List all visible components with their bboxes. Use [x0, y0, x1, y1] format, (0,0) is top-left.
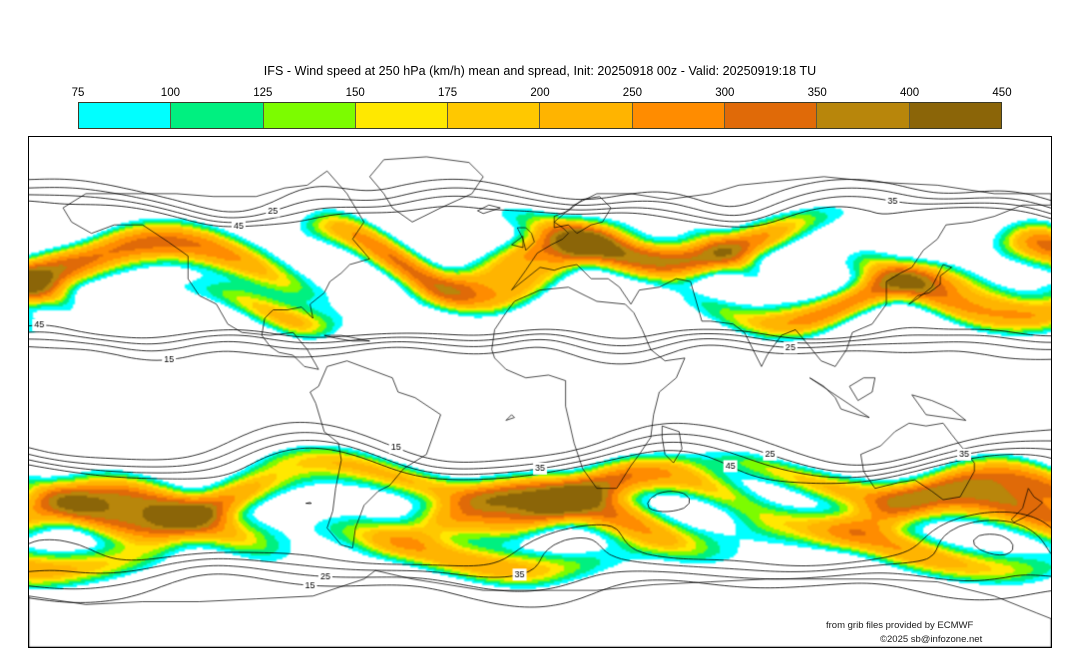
- colorbar-tick-125: 125: [253, 87, 273, 99]
- colorbar-tick-175: 175: [438, 87, 458, 99]
- colorbar-tick-400: 400: [900, 87, 920, 99]
- colorbar-tick-150: 150: [345, 87, 365, 99]
- colorbar-tick-300: 300: [715, 87, 735, 99]
- colorbar-segment-200-250: [540, 103, 633, 128]
- colorbar-tick-250: 250: [622, 87, 642, 99]
- wind-speed-map[interactable]: [29, 137, 1051, 647]
- colorbar-segment-75-100: [79, 103, 172, 128]
- page-title: IFS - Wind speed at 250 hPa (km/h) mean …: [263, 64, 817, 78]
- colorbar-segment-250-300: [632, 103, 726, 128]
- colorbar-tick-350: 350: [807, 87, 827, 99]
- colorbar-gradient: [78, 102, 1002, 129]
- colorbar-segment-175-200: [448, 103, 541, 128]
- colorbar-tick-450: 450: [992, 87, 1012, 99]
- colorbar-segment-300-350: [725, 103, 818, 128]
- colorbar-segment-350-400: [817, 103, 910, 128]
- map-frame[interactable]: [28, 136, 1052, 648]
- colorbar-tick-100: 100: [160, 87, 180, 99]
- colorbar-segment-150-175: [355, 103, 449, 128]
- colorbar-tick-labels: 75 100 125 150 175 200 250 300 350 400 450: [72, 86, 1012, 102]
- colorbar-tick-200: 200: [530, 87, 550, 99]
- colorbar-segment-125-150: [263, 103, 356, 128]
- colorbar: 75 100 125 150 175 200 250 300 350 400 450: [72, 86, 1012, 129]
- colorbar-tick-75: 75: [71, 87, 85, 99]
- colorbar-segment-400-450: [909, 103, 1001, 128]
- colorbar-segment-100-125: [171, 103, 264, 128]
